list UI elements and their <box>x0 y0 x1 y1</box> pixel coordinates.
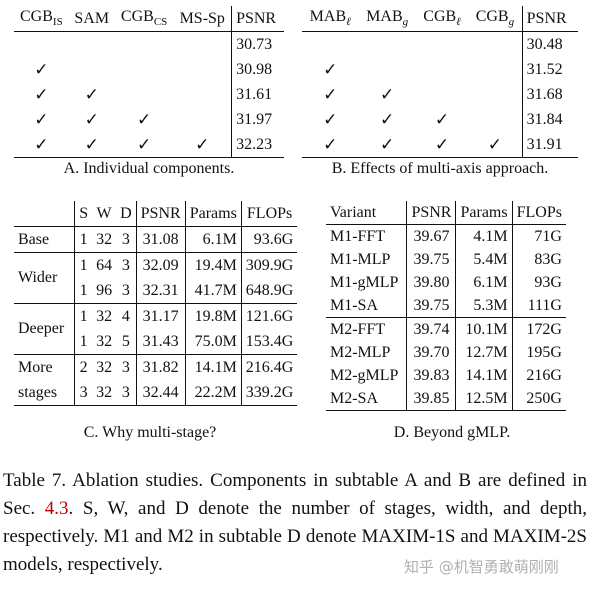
table-row: M1-SA 39.75 5.3M 111G <box>326 294 566 318</box>
table-row: ✓ 30.98 <box>14 57 284 82</box>
col-config <box>14 201 75 227</box>
col-params: Params <box>184 201 242 227</box>
col-ms-sp: MS-Sp <box>179 9 225 27</box>
table-row: ✓ ✓ ✓ ✓ 31.91 <box>302 132 578 158</box>
table-row: M2-MLP 39.70 12.7M 195G <box>326 341 566 364</box>
table-row: M1-FFT 39.67 4.1M 71G <box>326 224 566 248</box>
table-row: 30.73 <box>14 31 284 57</box>
table-c-header-row: S W D PSNR Params FLOPs <box>14 201 298 227</box>
table-row: Deeper 1 32 4 31.17 19.8M 121.6G <box>14 303 298 337</box>
watermark: 知乎 @机智勇敢萌刚刚 <box>404 558 559 576</box>
table-a-header-row: CGBIS SAM CGBCS MS-Sp PSNR <box>14 6 284 32</box>
table-row: M2-SA 39.85 12.5M 250G <box>326 387 566 411</box>
table-b-header-row: MABℓ MABg CGBℓ CGBg PSNR <box>302 6 578 32</box>
table-row: M2-gMLP 39.83 14.1M 216G <box>326 364 566 387</box>
col-psnr: PSNR <box>231 6 284 32</box>
table-row: 30.48 <box>302 31 578 57</box>
col-cgb-local: CGBℓ <box>423 8 461 29</box>
table-a-caption: A. Individual components. <box>63 160 235 177</box>
table-row: ✓ 31.52 <box>302 57 578 82</box>
table-c-caption: C. Why multi-stage? <box>83 424 217 441</box>
group-label: Deeper <box>18 320 65 337</box>
col-d: D <box>120 204 132 222</box>
group-label: More <box>18 358 53 376</box>
col-flops: FLOPs <box>240 201 298 227</box>
table-d-caption: D. Beyond gMLP. <box>393 424 511 441</box>
col-psnr: PSNR <box>406 201 456 225</box>
table-c-multi-stage: S W D PSNR Params FLOPs Base 1 32 3 31.08 6… <box>14 201 298 406</box>
col-flops: FLOPs <box>511 201 566 225</box>
table-a-individual-components: CGBIS SAM CGBCS MS-Sp PSNR 30.73 ✓ 30.98 … <box>14 6 284 158</box>
table-row: M2-FFT 39.74 10.1M 172G <box>326 317 566 341</box>
col-cgb-cs: CGBCS <box>120 8 168 29</box>
table-row: ✓ ✓ 31.61 <box>14 82 284 107</box>
table-row: 1 96 3 32.31 41.7M 648.9G <box>14 278 298 304</box>
group-label: Wider <box>18 269 58 286</box>
table-row: 1 32 5 31.43 75.0M 153.4G <box>14 329 298 355</box>
col-mab-global: MABg <box>366 8 409 29</box>
col-psnr: PSNR <box>135 201 186 227</box>
table-row: stages 3 32 3 32.44 22.2M 339.2G <box>14 380 298 406</box>
table-row: ✓ ✓ ✓ 31.84 <box>302 107 578 132</box>
table-b-multi-axis: MABℓ MABg CGBℓ CGBg PSNR 30.48 ✓ 31.52 ✓ ✓… <box>302 6 578 158</box>
section-reference-link[interactable]: 4.3 <box>44 498 69 519</box>
col-psnr: PSNR <box>521 6 578 32</box>
col-cgb-global: CGBg <box>475 8 515 29</box>
col-mab-local: MABℓ <box>309 8 351 29</box>
col-w: W <box>96 204 112 222</box>
table-d-beyond-gmlp: Variant PSNR Params FLOPs M1-FFT 39.67 4.1… <box>326 201 566 411</box>
table-row: More 2 32 3 31.82 14.1M 216.4G <box>14 354 298 380</box>
col-s: S <box>74 201 93 227</box>
group-label: stages <box>18 383 58 401</box>
col-cgb-is: CGBIS <box>20 8 63 29</box>
table-row: ✓ ✓ 31.68 <box>302 82 578 107</box>
table-7-caption: Table 7. Ablation studies. Components in… <box>3 470 587 575</box>
col-variant: Variant <box>330 203 377 221</box>
table-row: Base 1 32 3 31.08 6.1M 93.6G <box>14 226 298 253</box>
table-row: Wider 1 64 3 32.09 19.4M 309.9G <box>14 252 298 286</box>
table-row: ✓ ✓ ✓ 31.97 <box>14 107 284 132</box>
table-row: M1-MLP 39.75 5.4M 83G <box>326 248 566 271</box>
table-row: M1-gMLP 39.80 6.1M 93G <box>326 271 566 294</box>
table-d-header-row: Variant PSNR Params FLOPs <box>326 201 566 225</box>
table-b-caption: B. Effects of multi-axis approach. <box>331 160 549 177</box>
col-params: Params <box>455 201 513 225</box>
group-label: Base <box>18 230 50 248</box>
table-row: ✓ ✓ ✓ ✓ 32.23 <box>14 132 284 158</box>
col-sam: SAM <box>74 9 110 27</box>
